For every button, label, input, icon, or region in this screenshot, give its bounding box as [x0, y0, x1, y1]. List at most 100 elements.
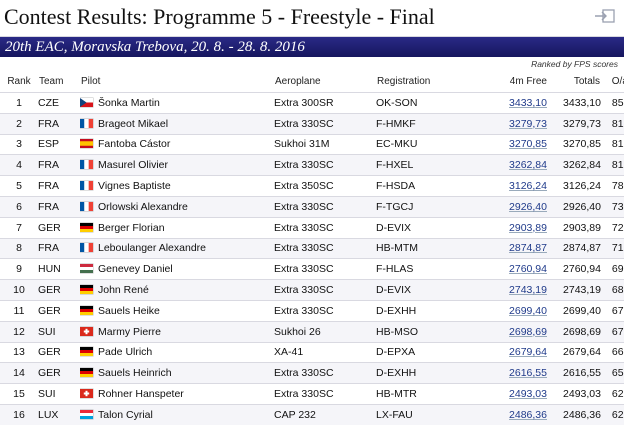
free-score-link[interactable]: 2698,69: [476, 320, 553, 343]
pilot-cell[interactable]: Vignes Baptiste: [80, 175, 274, 197]
pilot-name[interactable]: Orlowski Alexandre: [98, 200, 188, 213]
table-row[interactable]: 12 SUI Marmy Pierre Sukhoi 26 HB-MSO 2698,69 2…: [0, 320, 624, 343]
pilot-cell[interactable]: Leboulanger Alexandre: [80, 237, 274, 259]
aeroplane-cell: Extra 330SC: [274, 216, 376, 239]
table-row[interactable]: 7 GER Berger Florian Extra 330SC D-EVIX 2903,…: [0, 216, 624, 239]
table-row[interactable]: 14 GER Sauels Heinrich Extra 330SC D-EXHH 261…: [0, 362, 624, 384]
free-score-link[interactable]: 2493,03: [476, 383, 553, 405]
pilot-cell[interactable]: Orlowski Alexandre: [80, 195, 274, 218]
pilot-cell[interactable]: Genevey Daniel: [80, 258, 274, 280]
table-row[interactable]: 4 FRA Masurel Olivier Extra 330SC F-HXEL 3262…: [0, 154, 624, 176]
team-cell: CZE: [38, 92, 80, 114]
table-row[interactable]: 10 GER John René Extra 330SC D-EVIX 2743,19 27…: [0, 279, 624, 301]
pct-cell: 73,160: [601, 195, 624, 218]
pilot-cell[interactable]: Fantoba Cástor: [80, 133, 274, 155]
pilot-cell[interactable]: Pade Ulrich: [80, 341, 274, 363]
pilot-cell[interactable]: Sauels Heike: [80, 299, 274, 322]
free-score-link[interactable]: 3279,73: [476, 112, 553, 135]
rank-cell: 4: [0, 154, 38, 176]
fra-flag-icon: [80, 180, 98, 192]
free-score-link[interactable]: 2926,40: [476, 195, 553, 218]
header-free[interactable]: 4m Free: [509, 76, 547, 87]
header-aeroplane[interactable]: Aeroplane: [275, 76, 321, 87]
registration-cell: D-EVIX: [376, 279, 476, 301]
pilot-cell[interactable]: Talon Cyrial: [80, 403, 274, 425]
pilot-name[interactable]: John René: [98, 284, 149, 297]
free-score-link[interactable]: 2679,64: [476, 341, 553, 363]
free-score-link[interactable]: 2699,40: [476, 299, 553, 322]
free-score-link[interactable]: 2903,89: [476, 216, 553, 239]
pilot-cell[interactable]: Berger Florian: [80, 216, 274, 239]
free-score-link[interactable]: 2743,19: [476, 279, 553, 301]
free-score-link[interactable]: 3270,85: [476, 133, 553, 155]
header-pilot[interactable]: Pilot: [81, 76, 101, 87]
pilot-name[interactable]: Sauels Heike: [98, 304, 160, 317]
totals-cell: 2903,89: [553, 216, 601, 239]
table-row[interactable]: 11 GER Sauels Heike Extra 330SC D-EXHH 2699,4…: [0, 299, 624, 322]
pilot-name[interactable]: Masurel Olivier: [98, 159, 169, 172]
table-row[interactable]: 6 FRA Orlowski Alexandre Extra 330SC F-TGCJ 2…: [0, 195, 624, 218]
pct-cell: 71,872: [601, 237, 624, 259]
table-row[interactable]: 16 LUX Talon Cyrial CAP 232 LX-FAU 2486,36 248…: [0, 403, 624, 425]
header-pct[interactable]: O/all %: [611, 76, 624, 87]
pilot-name[interactable]: Pade Ulrich: [98, 346, 153, 359]
pct-cell: 81,571: [601, 154, 624, 176]
rank-cell: 8: [0, 237, 38, 259]
pilot-name[interactable]: Talon Cyrial: [98, 408, 153, 421]
table-row[interactable]: 5 FRA Vignes Baptiste Extra 350SC F-HSDA 3126…: [0, 175, 624, 197]
pilot-name[interactable]: Marmy Pierre: [98, 325, 162, 338]
free-score-link[interactable]: 2616,55: [476, 362, 553, 384]
aeroplane-cell: XA-41: [274, 341, 376, 363]
team-cell: FRA: [38, 237, 80, 259]
pct-cell: 62,159: [601, 403, 624, 425]
ger-flag-icon: [80, 284, 98, 296]
free-score-link[interactable]: 3262,84: [476, 154, 553, 176]
team-cell: FRA: [38, 154, 80, 176]
table-row[interactable]: 8 FRA Leboulanger Alexandre Extra 330SC HB-M…: [0, 237, 624, 259]
free-score-link[interactable]: 2874,87: [476, 237, 553, 259]
pilot-name[interactable]: Fantoba Cástor: [98, 138, 171, 151]
pilot-name[interactable]: Šonka Martin: [98, 96, 160, 109]
ger-flag-icon: [80, 305, 98, 317]
pilot-name[interactable]: Leboulanger Alexandre: [98, 242, 207, 255]
pilot-name[interactable]: Vignes Baptiste: [98, 180, 171, 193]
pilot-name[interactable]: Genevey Daniel: [98, 263, 173, 276]
pilot-cell[interactable]: Brageot Mikael: [80, 112, 274, 135]
pilot-cell[interactable]: Sauels Heinrich: [80, 362, 274, 384]
pilot-name[interactable]: Brageot Mikael: [98, 117, 169, 130]
registration-cell: HB-MSO: [376, 320, 476, 343]
pilot-name[interactable]: Sauels Heinrich: [98, 367, 172, 380]
table-row[interactable]: 1 CZE Šonka Martin Extra 300SR OK-SON 3433,10…: [0, 92, 624, 114]
free-score-link[interactable]: 3126,24: [476, 175, 553, 197]
free-score-link[interactable]: 2760,94: [476, 258, 553, 280]
free-score-link[interactable]: 2486,36: [476, 403, 553, 425]
pilot-name[interactable]: Rohner Hanspeter: [98, 388, 184, 401]
ger-flag-icon: [80, 346, 98, 358]
esp-flag-icon: [80, 138, 98, 150]
pilot-cell[interactable]: Marmy Pierre: [80, 320, 274, 343]
export-icon[interactable]: [594, 8, 616, 24]
pilot-cell[interactable]: Masurel Olivier: [80, 154, 274, 176]
table-row[interactable]: 3 ESP Fantoba Cástor Sukhoi 31M EC-MKU 3270,8…: [0, 133, 624, 155]
table-row[interactable]: 9 HUN Genevey Daniel Extra 330SC F-HLAS 2760,…: [0, 258, 624, 280]
rank-cell: 6: [0, 195, 38, 218]
table-row[interactable]: 15 SUI Rohner Hanspeter Extra 330SC HB-MTR 24…: [0, 383, 624, 405]
pilot-cell[interactable]: Šonka Martin: [80, 92, 274, 114]
totals-cell: 2760,94: [553, 258, 601, 280]
rank-cell: 11: [0, 299, 38, 322]
pct-cell: 78,156: [601, 175, 624, 197]
ranking-note: Ranked by FPS scores: [531, 59, 618, 69]
header-totals[interactable]: Totals: [573, 76, 600, 87]
team-cell: SUI: [38, 383, 80, 405]
pilot-cell[interactable]: John René: [80, 279, 274, 301]
table-row[interactable]: 13 GER Pade Ulrich XA-41 D-EPXA 2679,64 2679,6…: [0, 341, 624, 363]
registration-cell: F-TGCJ: [376, 195, 476, 218]
pilot-cell[interactable]: Rohner Hanspeter: [80, 383, 274, 405]
pilot-name[interactable]: Berger Florian: [98, 221, 165, 234]
header-rank[interactable]: Rank: [7, 76, 31, 87]
free-score-link[interactable]: 3433,10: [476, 92, 553, 114]
header-team[interactable]: Team: [39, 76, 64, 87]
table-row[interactable]: 2 FRA Brageot Mikael Extra 330SC F-HMKF 3279,…: [0, 112, 624, 135]
header-registration[interactable]: Registration: [377, 76, 431, 87]
rank-cell: 14: [0, 362, 38, 384]
